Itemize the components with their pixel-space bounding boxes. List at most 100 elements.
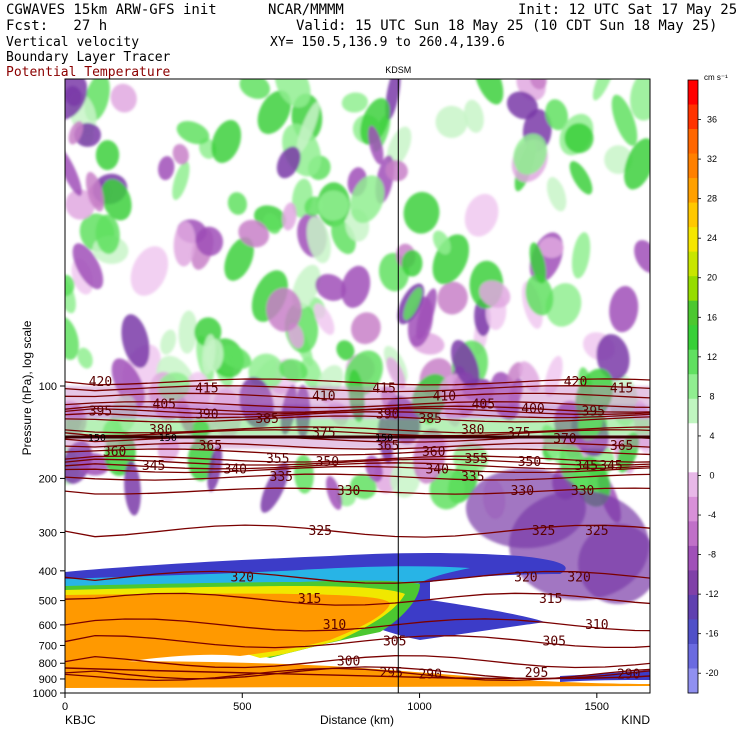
x-axis: 0 500 1000 1500 — [62, 693, 609, 713]
colorbar-tick-label: 24 — [707, 233, 717, 243]
velocity-cell — [624, 138, 650, 190]
velocity-cell — [432, 230, 451, 255]
velocity-cell — [219, 345, 252, 369]
theta-contour — [65, 385, 650, 393]
velocity-cell — [360, 98, 390, 145]
colorbar-tick-label: 20 — [707, 273, 717, 283]
colorbar-swatch — [688, 178, 698, 204]
colorbar-frame — [687, 79, 699, 694]
velocity-cell — [473, 79, 504, 105]
tropopause-label: 150 — [375, 433, 393, 444]
theta-contour-label: 395 — [582, 404, 605, 419]
velocity-cell — [513, 133, 548, 175]
colorbar-swatch — [688, 80, 698, 106]
velocity-cell — [350, 474, 377, 500]
velocity-cell — [95, 214, 120, 254]
theta-contour-label: 320 — [231, 570, 254, 585]
theta-contour-label: 420 — [564, 375, 587, 390]
theta-contour-label: 390 — [376, 408, 399, 423]
model-name: CGWAVES 15km ARW-GFS init — [6, 2, 217, 18]
velocity-cell — [279, 358, 308, 382]
theta-contour-label: 405 — [153, 398, 176, 413]
theta-contour-label: 365 — [610, 439, 633, 454]
velocity-cell — [529, 242, 547, 284]
velocity-cell — [525, 274, 554, 316]
velocity-cell — [326, 475, 342, 510]
velocity-cell — [300, 356, 322, 390]
valid-time: Valid: 15 UTC Sun 18 May 25 (10 CDT Sun … — [296, 18, 718, 34]
colorbar-tick-label: 8 — [709, 391, 714, 401]
colorbar-tick-label: 32 — [707, 154, 717, 164]
colorbar-tick-label: 16 — [707, 312, 717, 322]
velocity-cell — [479, 280, 511, 308]
colorbar-tick-label: 28 — [707, 194, 717, 204]
theta-contour-label: 420 — [89, 375, 112, 390]
theta-contour — [65, 592, 650, 606]
velocity-cell — [463, 99, 484, 133]
theta-contour — [65, 392, 650, 400]
terrain-floor — [65, 686, 650, 693]
downdraft-cell — [578, 524, 650, 604]
velocity-cell — [65, 86, 82, 107]
theta-contour — [65, 426, 650, 434]
velocity-cell — [630, 79, 650, 121]
colorbar: 36 32 28 24 20 16 12 8 4 0 -4 -8 -12 -16 -20 — [687, 79, 719, 694]
organization: NCAR/MMMM — [268, 2, 344, 18]
colorbar-swatch — [688, 521, 698, 547]
theta-contour-label: 385 — [255, 412, 278, 427]
theta-contour — [65, 655, 650, 669]
theta-contour-label: 345 — [142, 459, 165, 474]
velocity-cell — [282, 202, 297, 231]
theta-contour-label: 355 — [266, 452, 289, 467]
velocity-cell — [227, 192, 248, 215]
theta-contour — [65, 429, 650, 437]
velocity-cell — [571, 232, 591, 279]
y-tick-label: 500 — [39, 596, 57, 608]
theta-contour-label: 415 — [372, 382, 395, 397]
x-tick-label: 500 — [233, 701, 251, 713]
theta-contour — [65, 462, 650, 470]
velocity-cell — [211, 120, 242, 163]
y-axis-title: Pressure (hPa), log scale — [20, 320, 34, 455]
theta-contour — [65, 487, 650, 495]
theta-contour — [65, 378, 650, 386]
tropopause-label: 150 — [159, 433, 177, 444]
theta-contour-label: 320 — [567, 570, 590, 585]
y-tick-label: 300 — [39, 527, 57, 539]
theta-contour-label: 310 — [323, 618, 346, 633]
velocity-band — [65, 386, 650, 405]
theta-contour-label: 365 — [376, 439, 399, 454]
theta-contour-label: 305 — [543, 635, 566, 650]
theta-contour-label: 315 — [298, 592, 321, 607]
theta-contour — [65, 415, 650, 423]
colorbar-swatch — [688, 300, 698, 326]
colorbar-swatch — [688, 129, 698, 155]
velocity-cell — [385, 160, 408, 182]
velocity-cell — [435, 105, 468, 139]
theta-contour-label: 325 — [309, 524, 332, 539]
velocity-cell — [596, 334, 630, 381]
x-tick-label: 0 — [62, 701, 68, 713]
theta-contour-label: 335 — [270, 470, 293, 485]
velocity-cell — [386, 126, 412, 167]
velocity-cell — [336, 340, 355, 361]
velocity-cell — [569, 161, 593, 195]
theta-contour — [65, 465, 650, 474]
theta-contour-label: 335 — [461, 470, 484, 485]
velocity-cell — [386, 357, 406, 389]
theta-contour — [65, 401, 650, 409]
velocity-cell — [401, 249, 423, 277]
theta-contour-label: 315 — [539, 592, 562, 607]
velocity-cell — [65, 146, 82, 196]
theta-contour-label: 405 — [472, 398, 495, 413]
velocity-cell — [292, 264, 321, 310]
colorbar-tick-label: -8 — [708, 550, 716, 560]
theta-contour — [65, 448, 650, 456]
theta-contour-label: 360 — [103, 445, 126, 460]
velocity-cell — [304, 196, 323, 217]
terrain-contour — [65, 667, 650, 680]
velocity-cell — [538, 237, 564, 258]
velocity-cell — [403, 287, 423, 321]
theta-contour-label: 340 — [223, 462, 246, 477]
